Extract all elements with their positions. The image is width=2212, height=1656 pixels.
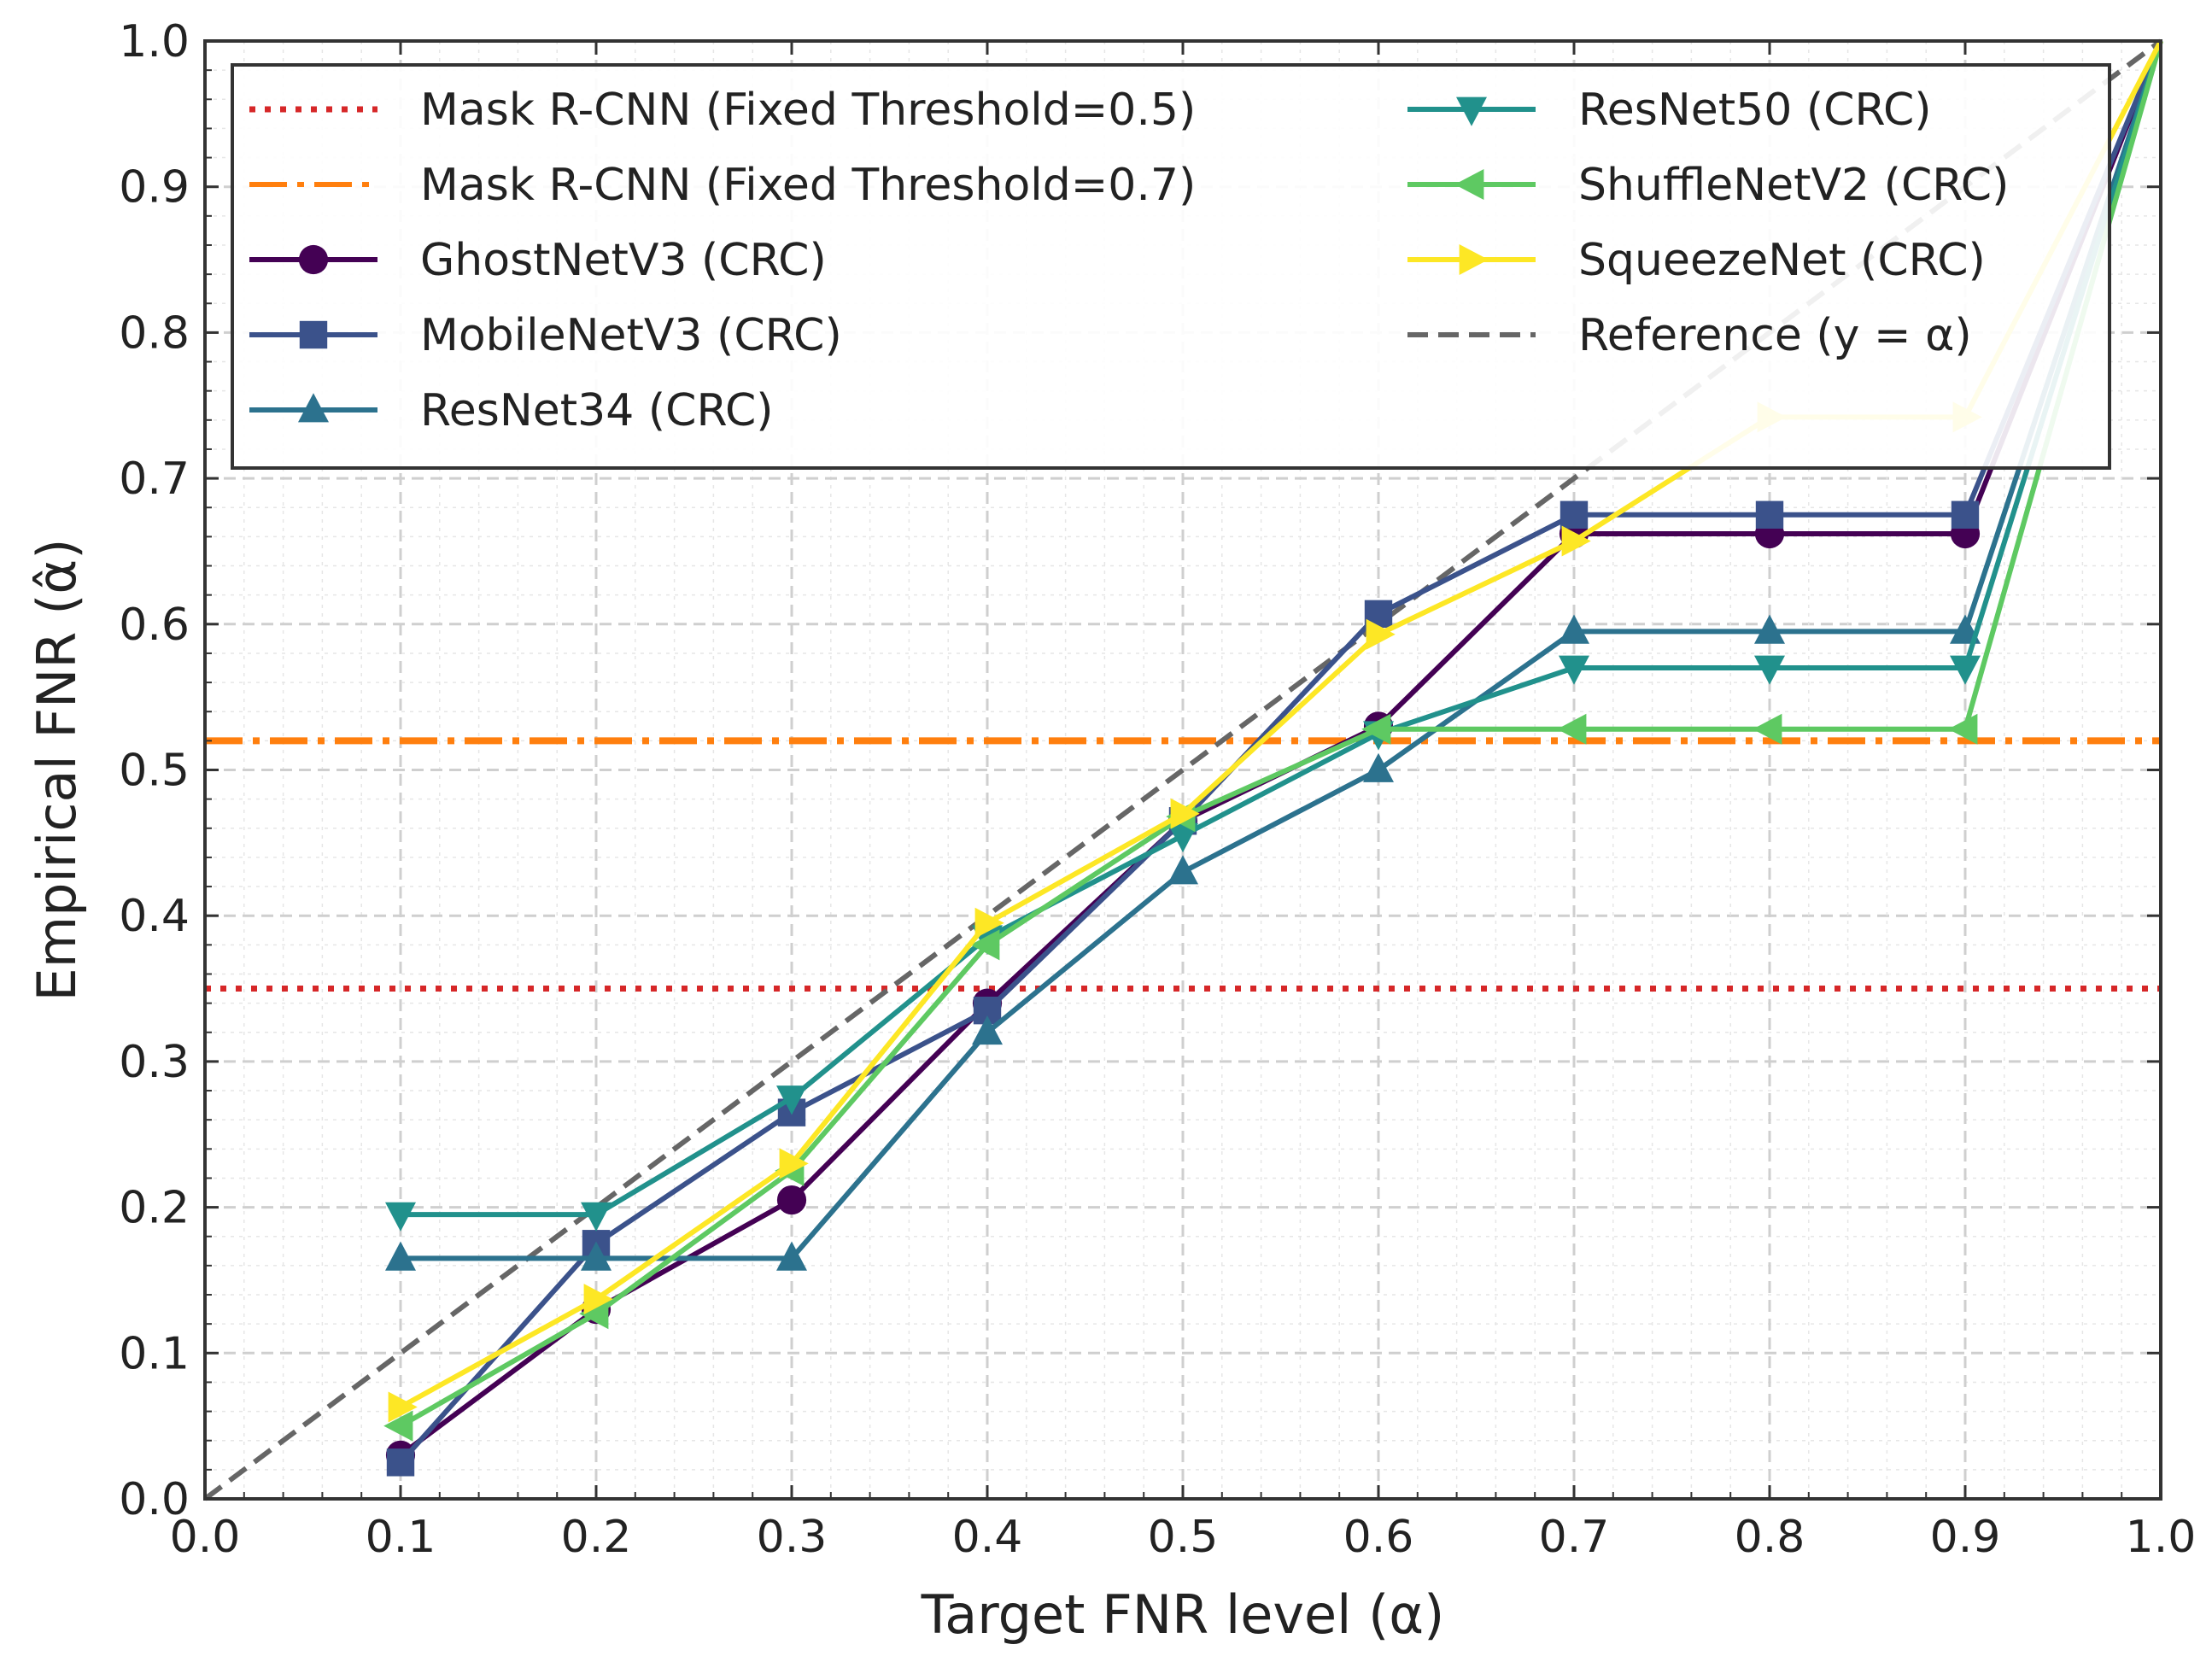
data-point <box>776 1185 807 1215</box>
legend-marker <box>1456 97 1487 126</box>
data-point <box>776 1241 807 1271</box>
legend-label: MobileNetV3 (CRC) <box>420 310 842 361</box>
data-point <box>1754 614 1785 644</box>
x-tick-label: 0.4 <box>952 1512 1023 1563</box>
legend-label: ResNet34 (CRC) <box>420 385 774 436</box>
x-tick-label: 0.3 <box>757 1512 828 1563</box>
legend-entry: MobileNetV3 (CRC) <box>249 310 842 361</box>
data-point <box>583 1284 613 1315</box>
legend-marker <box>298 393 329 423</box>
legend-entry: SqueezeNet (CRC) <box>1407 235 1986 286</box>
series-line <box>399 40 2163 1429</box>
data-point <box>1167 822 1198 853</box>
data-point <box>386 1448 415 1477</box>
y-tick-label: 0.5 <box>119 746 190 797</box>
data-point <box>972 1015 1003 1045</box>
y-tick-label: 0.9 <box>119 162 190 214</box>
x-tick-label: 0.1 <box>366 1512 436 1563</box>
legend-label: GhostNetV3 (CRC) <box>420 235 827 286</box>
x-tick-label: 1.0 <box>2126 1512 2197 1563</box>
data-point <box>1561 525 1591 557</box>
legend-marker <box>1459 244 1489 275</box>
y-tick-label: 0.3 <box>119 1037 190 1088</box>
data-point <box>776 1085 807 1115</box>
x-tick-label: 0.7 <box>1539 1512 1610 1563</box>
data-point <box>385 1202 416 1232</box>
data-point <box>1754 655 1785 685</box>
data-point <box>1560 500 1589 529</box>
legend-entry: GhostNetV3 (CRC) <box>249 235 827 286</box>
legend-label: Mask R-CNN (Fixed Threshold=0.5) <box>420 85 1196 136</box>
series-line <box>398 39 2163 1465</box>
data-point <box>1557 713 1587 745</box>
y-tick-label: 0.0 <box>119 1474 190 1525</box>
y-tick-label: 0.2 <box>119 1183 190 1234</box>
x-tick-label: 0.2 <box>561 1512 632 1563</box>
legend: Mask R-CNN (Fixed Threshold=0.5) Mask R-C… <box>231 63 2111 470</box>
y-tick-label: 0.7 <box>119 453 190 505</box>
data-point <box>1366 618 1396 650</box>
x-tick-label: 0.5 <box>1148 1512 1219 1563</box>
y-tick-label: 0.8 <box>119 307 190 359</box>
data-point <box>385 1241 416 1271</box>
data-point <box>779 1148 809 1179</box>
legend-label: ShuffleNetV2 (CRC) <box>1578 160 2009 211</box>
y-tick-label: 0.1 <box>119 1328 190 1379</box>
x-tick-label: 0.8 <box>1735 1512 1805 1563</box>
data-point <box>1753 713 1782 745</box>
data-point <box>579 1298 609 1330</box>
data-point <box>1948 713 1978 745</box>
legend-label: Reference (y = α) <box>1578 310 1972 361</box>
legend-box <box>231 63 2111 470</box>
legend-marker <box>1454 169 1484 200</box>
legend-marker <box>299 320 328 349</box>
legend-label: ResNet50 (CRC) <box>1578 85 1932 136</box>
legend-marker <box>298 244 329 275</box>
data-point <box>581 1241 612 1271</box>
legend-label: Mask R-CNN (Fixed Threshold=0.7) <box>420 160 1196 211</box>
y-axis-title: Empirical FNR (α̂) <box>26 539 88 1002</box>
data-point <box>581 1202 612 1232</box>
data-point <box>1755 500 1784 529</box>
x-axis-title: Target FNR level (α) <box>921 1583 1445 1646</box>
data-point <box>1363 752 1394 782</box>
legend-entry: ShuffleNetV2 (CRC) <box>1407 160 2009 211</box>
x-tick-label: 0.0 <box>170 1512 241 1563</box>
y-tick-label: 0.6 <box>119 600 190 651</box>
series-resnet34-crc <box>385 40 2163 1271</box>
data-point <box>1559 614 1589 644</box>
series-line <box>401 40 2163 1261</box>
x-tick-label: 0.9 <box>1930 1512 2001 1563</box>
axis-ticks: 0.0 0.1 0.2 0.3 0.4 0.5 0.6 0.7 0.8 0.9 1.0 0.0 0.1 0… <box>119 16 2196 1563</box>
data-point <box>1559 655 1589 685</box>
legend-entry: Reference (y = α) <box>1407 310 1972 361</box>
data-point <box>974 907 1004 939</box>
data-point <box>1361 713 1391 745</box>
legend-entry: ResNet50 (CRC) <box>1407 85 1932 136</box>
data-point <box>1950 655 1981 685</box>
legend-entry: ResNet34 (CRC) <box>249 385 774 436</box>
y-tick-label: 0.4 <box>119 891 190 942</box>
legend-entry: Mask R-CNN (Fixed Threshold=0.7) <box>249 160 1196 211</box>
legend-entry: Mask R-CNN (Fixed Threshold=0.5) <box>249 85 1196 136</box>
y-tick-label: 1.0 <box>119 16 190 67</box>
threshold-lines <box>205 737 2161 992</box>
data-point <box>1170 798 1200 829</box>
series-line <box>401 40 2163 1218</box>
data-point <box>1951 500 1980 529</box>
data-point <box>970 929 1000 961</box>
data-point <box>1167 855 1198 885</box>
x-tick-label: 0.6 <box>1343 1512 1414 1563</box>
data-point <box>388 1391 418 1423</box>
data-point <box>383 1410 413 1442</box>
legend-label: SqueezeNet (CRC) <box>1578 235 1986 286</box>
